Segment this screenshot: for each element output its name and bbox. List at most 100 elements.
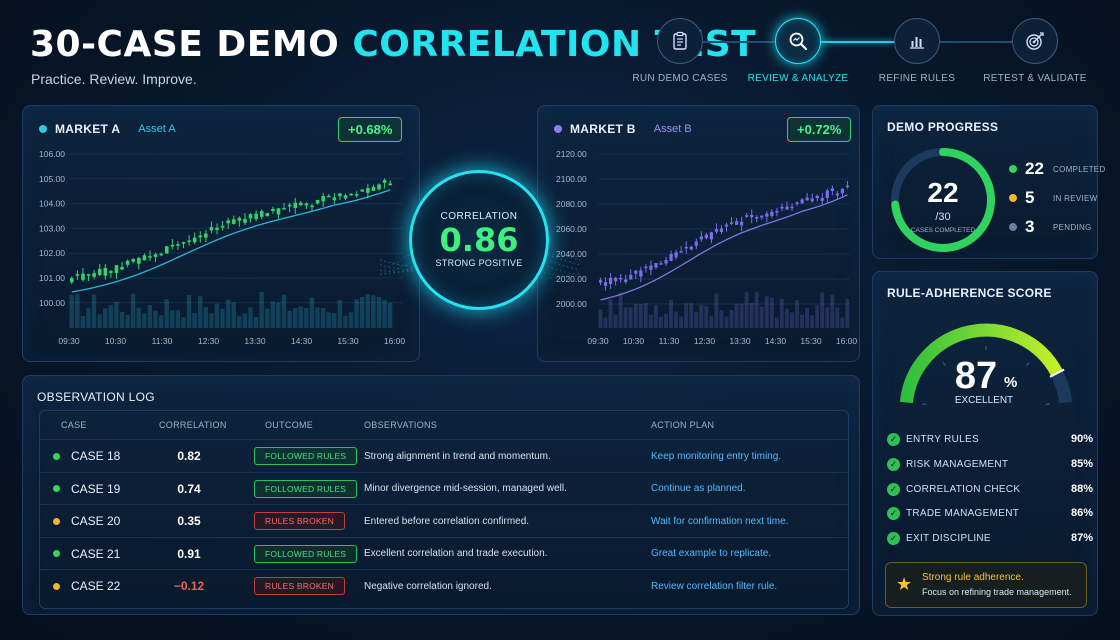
candle-body — [603, 282, 608, 286]
candle-body — [332, 197, 337, 201]
step-label: REFINE RULES — [878, 73, 956, 84]
status-dot — [53, 550, 60, 557]
step-retest-validate[interactable]: RETEST & VALIDATE — [975, 18, 1095, 84]
volume-bar — [800, 314, 804, 328]
case-cell: CASE 19 — [53, 473, 120, 505]
candle-body — [664, 260, 668, 264]
volume-bar — [259, 292, 264, 328]
volume-bar — [784, 308, 789, 328]
table-row[interactable]: CASE 21 0.91 FOLLOWED RULES Excellent corre… — [39, 536, 849, 569]
step-run-demo-cases[interactable]: RUN DEMO CASES — [620, 18, 740, 84]
candle-body — [377, 184, 381, 190]
action-plan-cell: Continue as planned. — [651, 483, 746, 494]
candle-body — [142, 255, 147, 261]
adherence-unit: % — [1004, 374, 1017, 391]
candle-body — [343, 195, 348, 199]
volume-bar — [724, 316, 729, 328]
volume-bar — [75, 294, 80, 328]
candle-body — [840, 188, 845, 194]
x-tick-label: 09:30 — [58, 336, 80, 346]
volume-bar — [835, 307, 840, 328]
magnifier-icon — [775, 18, 821, 64]
volume-bar — [253, 316, 259, 328]
moving-average-line — [600, 194, 848, 301]
volume-bar — [298, 306, 303, 328]
candle-body — [674, 252, 678, 258]
candle-body — [176, 244, 180, 246]
outcome-badge: FOLLOWED RULES — [254, 479, 358, 498]
star-icon: ★ — [896, 574, 913, 594]
volume-bar — [114, 301, 119, 328]
candle-body — [187, 240, 191, 242]
legend-label: IN REVIEW — [1053, 193, 1098, 203]
table-row[interactable]: CASE 22 −0.12 RULES BROKEN Negative correla… — [39, 569, 849, 601]
market-a-chart: 106.00 105.00 104.00 103.00 102.00 101.00 100.… — [39, 149, 405, 346]
volume-bar — [125, 314, 130, 328]
candle-body — [750, 214, 754, 218]
bar-chart-icon — [894, 18, 940, 64]
rule-name: EXIT DISCIPLINE — [906, 532, 991, 544]
legend-pending: 3 PENDING — [1009, 217, 1092, 237]
y-tick-label: 100.00 — [39, 298, 65, 308]
candle-body — [729, 222, 734, 224]
observation-table — [39, 410, 849, 609]
step-refine-rules[interactable]: REFINE RULES — [857, 18, 977, 84]
market-b-dot — [554, 125, 562, 133]
table-row[interactable]: CASE 20 0.35 RULES BROKEN Entered before co… — [39, 504, 849, 536]
market-a-change-badge: +0.68% — [338, 117, 403, 142]
adherence-rating: EXCELLENT — [955, 395, 1013, 406]
progress-completed-value: 22 — [927, 177, 958, 208]
candle-body — [181, 242, 186, 244]
rule-adherence-title: RULE-ADHERENCE SCORE — [887, 286, 1052, 300]
volume-bar — [181, 317, 186, 328]
rule-pct: 85% — [1070, 458, 1093, 470]
candle-body — [845, 185, 850, 188]
step-review-analyze[interactable]: REVIEW & ANALYZE — [738, 18, 858, 84]
candle-body — [629, 274, 633, 280]
candle-body — [232, 219, 236, 224]
candle-body — [148, 256, 152, 258]
volume-bar — [136, 307, 141, 328]
volume-bar — [754, 292, 759, 328]
progress-total: /30 — [935, 211, 950, 223]
gauge-ticks — [922, 346, 1065, 405]
volume-bar — [248, 307, 253, 328]
rule-pct: 87% — [1070, 532, 1093, 544]
observation-log-panel: OBSERVATION LOG CASE CORRELATION OUTCOME… — [22, 375, 860, 615]
check-icon: ✓ — [887, 506, 900, 520]
rule-pct: 90% — [1070, 433, 1093, 445]
volume-bar — [810, 315, 815, 328]
x-tick-label: 15:30 — [337, 336, 359, 346]
candle-body — [86, 274, 91, 276]
candle-body — [293, 202, 298, 209]
col-action-plan: ACTION PLAN — [651, 420, 715, 430]
candle-body — [254, 213, 258, 220]
correlation-strength: STRONG POSITIVE — [435, 258, 523, 268]
volume-bar — [142, 313, 147, 328]
volume-bar — [674, 311, 678, 328]
observation-cell: Excellent correlation and trade executio… — [364, 548, 548, 559]
gauge-marker — [1049, 368, 1065, 378]
candle-body — [785, 206, 789, 210]
candle-body — [315, 199, 320, 204]
candle-body — [276, 208, 281, 215]
candle-body — [684, 246, 688, 249]
case-label: CASE 19 — [71, 481, 121, 496]
volume-bar — [354, 299, 359, 328]
volume-bar — [304, 307, 309, 328]
volume-bar — [382, 299, 387, 328]
volume-bar — [714, 293, 719, 328]
candle-body — [608, 277, 613, 285]
table-row[interactable]: CASE 19 0.74 FOLLOWED RULES Minor divergenc… — [39, 471, 849, 505]
y-tick-label: 2120.00 — [556, 149, 587, 159]
candle-body — [97, 268, 102, 275]
candle-body — [800, 199, 804, 204]
check-icon: ✓ — [887, 432, 900, 446]
y-tick-label: 2080.00 — [556, 199, 587, 209]
volume-bar — [653, 305, 658, 328]
candle-body — [310, 205, 314, 208]
candle-body — [259, 211, 264, 217]
volume-bar — [684, 303, 689, 328]
volume-bar — [648, 314, 653, 328]
table-row[interactable]: CASE 18 0.82 FOLLOWED RULES Strong alignmen… — [39, 439, 849, 471]
